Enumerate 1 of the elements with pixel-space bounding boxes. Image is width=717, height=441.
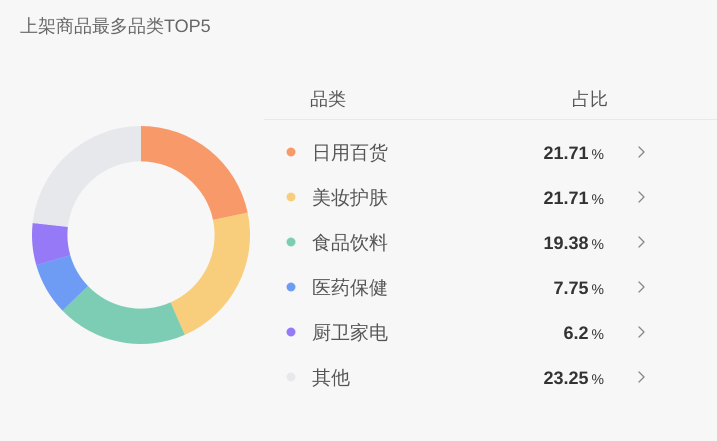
title: 上架商品最多品类TOP5 <box>20 16 211 36</box>
